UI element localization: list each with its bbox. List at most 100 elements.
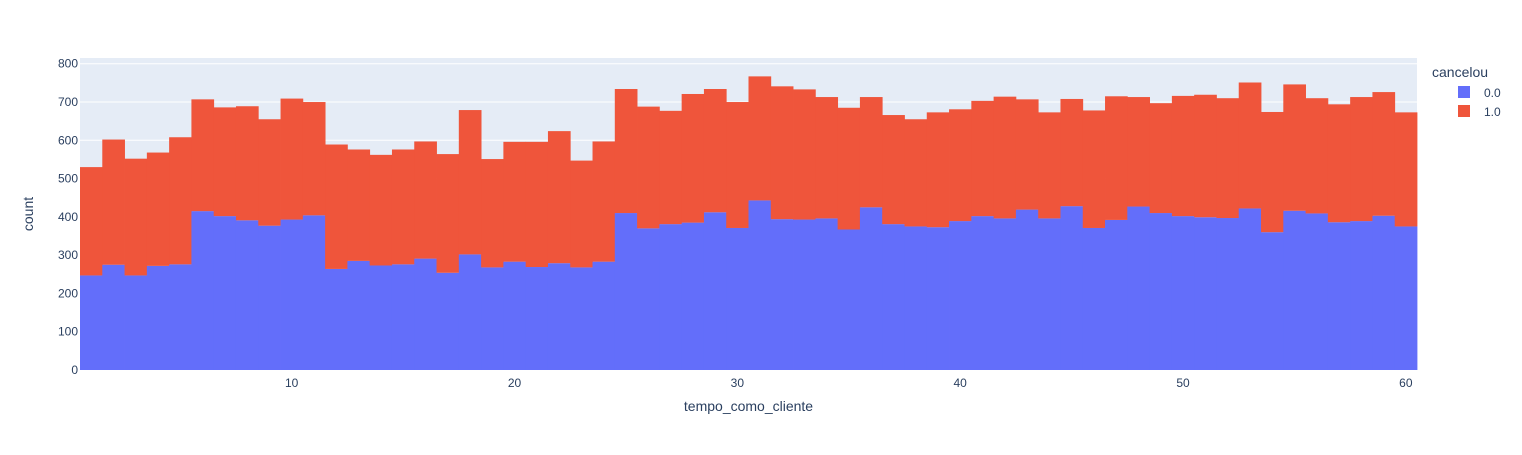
bar-segment: [748, 200, 772, 370]
bar-segment: [1305, 213, 1329, 370]
bar-segment: [681, 93, 705, 223]
bar-segment: [414, 141, 437, 259]
bar-segment: [926, 227, 950, 370]
bar-segment: [124, 275, 148, 370]
bar-segment: [1105, 96, 1128, 220]
bar-segment: [748, 76, 772, 201]
bar-segment: [1082, 227, 1106, 370]
x-tick-label: 40: [954, 376, 968, 390]
x-tick-label: 10: [285, 376, 299, 390]
bar-segment: [391, 264, 415, 370]
bar-segment: [1171, 216, 1195, 370]
legend-swatch: [1458, 86, 1470, 98]
bar-segment: [971, 100, 995, 217]
bar-segment: [1194, 217, 1217, 370]
bar-segment: [1394, 226, 1418, 370]
bar-segment: [614, 89, 638, 214]
bar-segment: [837, 107, 861, 230]
x-axis-title: tempo_como_cliente: [684, 398, 813, 414]
bar-segment: [347, 149, 371, 261]
bar-segment: [503, 261, 527, 370]
bar-segment: [1038, 218, 1061, 370]
bar-segment: [949, 221, 972, 370]
x-axis-ticks: 10 20 30 40 50 60: [285, 376, 1413, 390]
bar-segment: [1105, 219, 1128, 370]
bar-segment: [1216, 98, 1240, 219]
bar-segment: [614, 213, 638, 370]
legend-item-label: 0.0: [1484, 86, 1501, 100]
bar-segment: [1372, 215, 1396, 370]
y-tick-label: 500: [58, 172, 78, 186]
bar-segment: [1171, 95, 1195, 217]
bar-segment: [436, 272, 460, 370]
bar-segment: [169, 264, 192, 370]
bar-segment: [1216, 218, 1240, 370]
bar-segment: [659, 224, 683, 370]
bar-segment: [859, 97, 883, 208]
bar-segment: [347, 260, 371, 370]
bar-segment: [926, 112, 950, 228]
bar-segment: [570, 267, 593, 370]
bar-segment: [525, 141, 549, 268]
bar-segment: [770, 86, 794, 220]
bar-segment: [793, 219, 816, 370]
bar-segment: [191, 211, 215, 370]
bars: [80, 76, 1418, 370]
bar-segment: [258, 119, 281, 226]
legend: cancelou 0.0 1.0: [1432, 64, 1501, 119]
bar-segment: [1327, 222, 1351, 370]
y-tick-label: 100: [58, 325, 78, 339]
bar-segment: [1327, 104, 1351, 223]
bar-segment: [971, 216, 995, 370]
bar-segment: [882, 224, 905, 370]
bar-segment: [391, 149, 415, 265]
bar-segment: [1261, 111, 1284, 233]
bar-segment: [414, 258, 437, 370]
bar-segment: [547, 263, 571, 370]
bar-segment: [904, 226, 928, 370]
bar-segment: [1060, 98, 1084, 207]
bar-segment: [770, 219, 794, 370]
bar-segment: [681, 222, 705, 370]
bar-segment: [993, 218, 1017, 370]
bar-segment: [726, 227, 749, 370]
bar-segment: [1283, 210, 1306, 370]
legend-title: cancelou: [1432, 64, 1488, 80]
bar-segment: [859, 207, 883, 370]
bar-segment: [547, 131, 571, 264]
x-tick-label: 50: [1176, 376, 1190, 390]
bar-segment: [302, 215, 326, 370]
bar-segment: [1283, 84, 1306, 211]
bar-segment: [1127, 97, 1150, 207]
bar-segment: [102, 264, 125, 370]
bar-segment: [1149, 103, 1173, 214]
bar-segment: [1238, 208, 1262, 370]
bar-segment: [1305, 98, 1329, 214]
bar-segment: [325, 144, 348, 269]
bar-segment: [436, 154, 460, 273]
bar-segment: [369, 265, 393, 370]
bar-segment: [169, 137, 192, 265]
y-tick-label: 800: [58, 57, 78, 71]
x-tick-label: 30: [731, 376, 745, 390]
bar-segment: [904, 119, 928, 227]
bar-segment: [481, 267, 504, 370]
bar-segment: [235, 220, 259, 370]
bar-segment: [80, 167, 103, 276]
y-tick-label: 400: [58, 210, 78, 224]
bar-segment: [146, 265, 170, 370]
legend-swatch: [1458, 105, 1470, 117]
bar-segment: [80, 275, 103, 370]
bar-segment: [235, 106, 259, 221]
bar-segment: [458, 110, 482, 255]
bar-segment: [949, 109, 972, 222]
bar-segment: [1194, 94, 1217, 218]
bar-segment: [503, 141, 527, 262]
bar-segment: [481, 159, 504, 268]
y-tick-label: 0: [71, 363, 78, 377]
y-axis-ticks: 0 100 200 300 400 500 600 700 800: [58, 57, 78, 377]
y-tick-label: 200: [58, 286, 78, 300]
y-tick-label: 300: [58, 248, 78, 262]
bar-segment: [837, 229, 861, 370]
bar-segment: [1394, 112, 1418, 227]
